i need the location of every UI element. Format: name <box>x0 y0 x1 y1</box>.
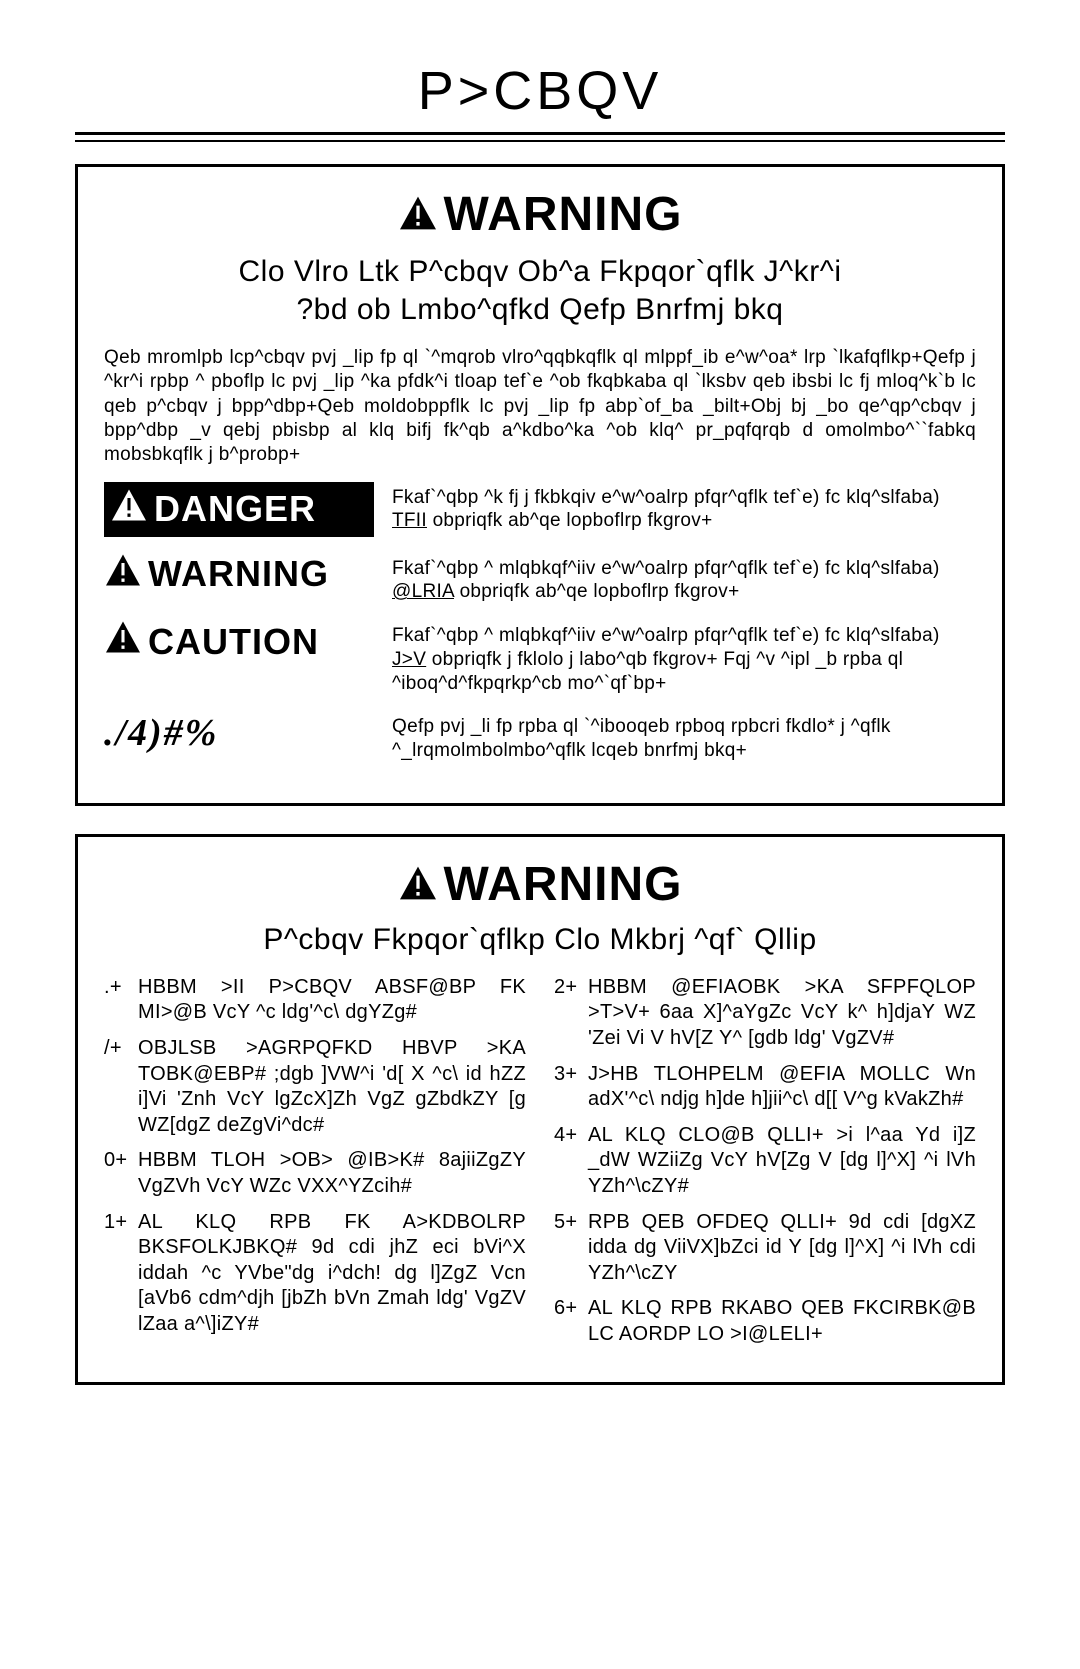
panel-warning-symbols: WARNING Clo Vlro Ltk P^cbqv Ob^a Fkpqor`… <box>75 164 1005 806</box>
instruction-text: HBBM @EFIAOBK >KA SFPFQLOP >T>V+ 6aa X]^… <box>588 975 976 1052</box>
instruction-number: 6+ <box>554 1296 588 1347</box>
instruction-text: RPB QEB OFDEQ QLLI+ 9d cdi [dgXZ idda dg… <box>588 1210 976 1287</box>
warning-row-desc: Fkaf`^qbp ^ mlqbkqf^iiv e^w^oalrp pfqr^q… <box>374 553 976 605</box>
instruction-item: 0+HBBM TLOH >OB> @IB>K# 8ajiiZgZY VgZVh … <box>104 1148 526 1199</box>
warning-desc-u: @LRIA <box>392 581 454 602</box>
panel1-subhead: Clo Vlro Ltk P^cbqv Ob^a Fkpqor`qflk J^k… <box>104 253 976 328</box>
instruction-item: 1+AL KLQ RPB FK A>KDBOLRP BKSFOLKJBKQ# 9… <box>104 1210 526 1338</box>
instruction-item: 5+RPB QEB OFDEQ QLLI+ 9d cdi [dgXZ idda … <box>554 1210 976 1287</box>
warning-triangle-icon-3 <box>398 858 438 913</box>
instruction-text: AL KLQ RPB FK A>KDBOLRP BKSFOLKJBKQ# 9d … <box>138 1210 526 1338</box>
instruction-number: .+ <box>104 975 138 1026</box>
panel1-subhead-l1: Clo Vlro Ltk P^cbqv Ob^a Fkpqor`qflk J^k… <box>239 255 842 288</box>
instruction-number: 0+ <box>104 1148 138 1199</box>
danger-desc: Fkaf`^qbp ^k fj j fkbkqiv e^w^oalrp pfqr… <box>374 482 976 534</box>
instruction-text: OBJLSB >AGRPQFKD HBVP >KA TOBK@EBP# ;dgb… <box>138 1036 526 1138</box>
instruction-item: 6+AL KLQ RPB RKABO QEB FKCIRBK@B LC AORD… <box>554 1296 976 1347</box>
instruction-number: 3+ <box>554 1062 588 1113</box>
instructions-columns: .+HBBM >II P>CBQV ABSF@BP FK MI>@B VcY ^… <box>104 975 976 1358</box>
row-caution: CAUTION Fkaf`^qbp ^ mlqbkqf^iiv e^w^oalr… <box>104 620 976 695</box>
danger-desc-u: TFII <box>392 510 427 531</box>
caution-desc-b: obpriqfk j fklolo j labo^qb fkgrov+ Fqj … <box>392 649 903 694</box>
instruction-item: /+OBJLSB >AGRPQFKD HBVP >KA TOBK@EBP# ;d… <box>104 1036 526 1138</box>
instruction-item: 2+HBBM @EFIAOBK >KA SFPFQLOP >T>V+ 6aa X… <box>554 975 976 1052</box>
instruction-text: AL KLQ RPB RKABO QEB FKCIRBK@B LC AORDP … <box>588 1296 976 1347</box>
danger-label: DANGER <box>154 488 316 530</box>
danger-triangle-icon <box>110 488 148 531</box>
signal-word-rows: DANGER Fkaf`^qbp ^k fj j fkbkqiv e^w^oal… <box>104 482 976 763</box>
instruction-text: HBBM >II P>CBQV ABSF@BP FK MI>@B VcY ^c … <box>138 975 526 1026</box>
warning-heading-2-text: WARNING <box>444 858 683 911</box>
instruction-text: AL KLQ CLO@B QLLI+ >i l^aa Yd i]Z _dW WZ… <box>588 1123 976 1200</box>
instruction-number: /+ <box>104 1036 138 1138</box>
instruction-number: 4+ <box>554 1123 588 1200</box>
caution-desc-a: Fkaf`^qbp ^ mlqbkqf^iiv e^w^oalrp pfqr^q… <box>392 625 940 646</box>
notice-badge: ./4)#% <box>104 711 374 755</box>
panel2-subhead: P^cbqv Fkpqor`qflkp Clo Mkbrj ^qf` Qllip <box>104 923 976 957</box>
caution-triangle-icon <box>104 620 142 663</box>
warning-heading-1-text: WARNING <box>444 188 683 241</box>
instruction-number: 2+ <box>554 975 588 1052</box>
notice-desc: Qefp pvj _li fp rpba ql `^ibooqeb rpboq … <box>374 711 976 763</box>
instruction-text: HBBM TLOH >OB> @IB>K# 8ajiiZgZY VgZVh Vc… <box>138 1148 526 1199</box>
instructions-col-right: 2+HBBM @EFIAOBK >KA SFPFQLOP >T>V+ 6aa X… <box>554 975 976 1358</box>
caution-badge: CAUTION <box>104 620 374 663</box>
caution-desc-u: J>V <box>392 649 426 670</box>
instruction-number: 5+ <box>554 1210 588 1287</box>
warning-triangle-icon <box>398 188 438 243</box>
panel1-paragraph: Qeb mromlpb lcp^cbqv pvj _lip fp ql `^mq… <box>104 346 976 468</box>
warning-desc-a: Fkaf`^qbp ^ mlqbkqf^iiv e^w^oalrp pfqr^q… <box>392 558 940 579</box>
instruction-number: 1+ <box>104 1210 138 1338</box>
danger-badge: DANGER <box>104 482 374 537</box>
panel1-subhead-l2: ?bd ob Lmbo^qfkd Qefp Bnrfmj bkq <box>296 293 783 326</box>
caution-desc: Fkaf`^qbp ^ mlqbkqf^iiv e^w^oalrp pfqr^q… <box>374 620 976 695</box>
warning-triangle-icon-2 <box>104 553 142 596</box>
instruction-text: J>HB TLOHPELM @EFIA MOLLC Wn adX'^c\ ndj… <box>588 1062 976 1113</box>
warning-row-label: WARNING <box>148 553 329 595</box>
caution-label: CAUTION <box>148 621 319 663</box>
instructions-col-left: .+HBBM >II P>CBQV ABSF@BP FK MI>@B VcY ^… <box>104 975 526 1358</box>
instruction-item: 3+J>HB TLOHPELM @EFIA MOLLC Wn adX'^c\ n… <box>554 1062 976 1113</box>
danger-desc-b: obpriqfk ab^qe lopboflrp fkgrov+ <box>427 510 713 531</box>
warning-heading-1: WARNING <box>104 187 976 243</box>
warning-heading-2: WARNING <box>104 857 976 913</box>
title-rule <box>75 132 1005 142</box>
warning-desc-b: obpriqfk ab^qe lopboflrp fkgrov+ <box>454 581 740 602</box>
page-title: P>CBQV <box>75 60 1005 122</box>
row-warning: WARNING Fkaf`^qbp ^ mlqbkqf^iiv e^w^oalr… <box>104 553 976 605</box>
warning-badge: WARNING <box>104 553 374 596</box>
row-danger: DANGER Fkaf`^qbp ^k fj j fkbkqiv e^w^oal… <box>104 482 976 537</box>
danger-desc-a: Fkaf`^qbp ^k fj j fkbkqiv e^w^oalrp pfqr… <box>392 487 940 508</box>
instruction-item: .+HBBM >II P>CBQV ABSF@BP FK MI>@B VcY ^… <box>104 975 526 1026</box>
row-notice: ./4)#% Qefp pvj _li fp rpba ql `^ibooqeb… <box>104 711 976 763</box>
instruction-item: 4+AL KLQ CLO@B QLLI+ >i l^aa Yd i]Z _dW … <box>554 1123 976 1200</box>
panel-safety-instructions: WARNING P^cbqv Fkpqor`qflkp Clo Mkbrj ^q… <box>75 834 1005 1385</box>
